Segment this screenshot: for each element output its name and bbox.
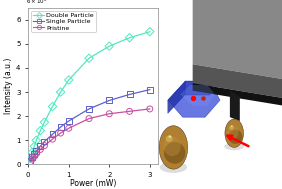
Point [67, 78, 71, 81]
Ellipse shape [166, 136, 173, 142]
Y-axis label: Intensity (a.u.): Intensity (a.u.) [4, 58, 13, 114]
Point [58, 91, 63, 94]
Point [42, 121, 47, 124]
Polygon shape [230, 91, 240, 121]
Point [58, 132, 63, 135]
Point [147, 30, 152, 33]
Polygon shape [193, 64, 282, 98]
Ellipse shape [229, 125, 234, 130]
Circle shape [225, 119, 244, 147]
Point [87, 117, 91, 120]
Point [28, 157, 32, 160]
Ellipse shape [160, 162, 187, 173]
Point [67, 127, 71, 130]
Point [67, 119, 71, 122]
Ellipse shape [227, 126, 239, 139]
Point [50, 105, 55, 108]
Point [58, 125, 63, 129]
Point [32, 145, 37, 148]
Point [107, 45, 112, 48]
Point [30, 156, 34, 159]
Ellipse shape [228, 130, 243, 144]
Legend: Double Particle, Single Particle, Pristine: Double Particle, Single Particle, Pristi… [31, 11, 96, 33]
Point [38, 129, 43, 132]
Point [34, 152, 39, 155]
Point [50, 133, 55, 136]
Point [34, 139, 39, 142]
Point [38, 145, 43, 148]
Polygon shape [180, 85, 215, 106]
Point [32, 153, 37, 156]
Polygon shape [185, 81, 210, 94]
Point [147, 88, 152, 91]
Ellipse shape [224, 143, 244, 150]
X-axis label: Power (mW): Power (mW) [70, 180, 116, 188]
Point [38, 148, 43, 151]
Polygon shape [168, 81, 220, 117]
Point [127, 93, 132, 96]
Ellipse shape [164, 136, 181, 156]
Ellipse shape [168, 135, 171, 138]
Point [127, 36, 132, 39]
Text: $6\times10^6$: $6\times10^6$ [26, 0, 47, 6]
Ellipse shape [164, 142, 185, 164]
Point [42, 144, 47, 147]
Ellipse shape [231, 125, 233, 127]
Point [127, 110, 132, 113]
Circle shape [159, 126, 188, 169]
Point [28, 160, 32, 163]
Point [107, 99, 112, 102]
Point [32, 155, 37, 158]
Point [28, 159, 32, 162]
Polygon shape [168, 81, 185, 113]
Point [87, 57, 91, 60]
Point [50, 138, 55, 141]
Point [30, 151, 34, 154]
Polygon shape [193, 83, 282, 106]
Point [42, 140, 47, 143]
Point [30, 158, 34, 161]
Point [87, 107, 91, 110]
Polygon shape [193, 0, 282, 79]
Point [34, 150, 39, 153]
Point [147, 107, 152, 110]
Point [107, 112, 112, 115]
